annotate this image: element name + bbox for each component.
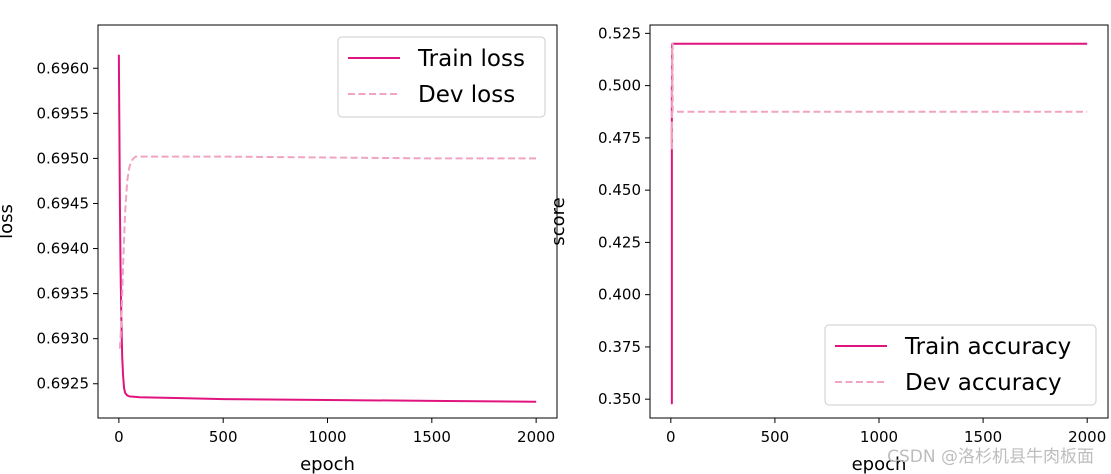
accuracy-x-axis-label: epoch bbox=[852, 454, 907, 474]
loss-chart-lines bbox=[117, 54, 537, 403]
accuracy-y-tick-label: 0.400 bbox=[598, 286, 641, 304]
loss-x-tick-label: 2000 bbox=[517, 428, 555, 446]
series-line-dev-loss bbox=[118, 155, 537, 349]
accuracy-y-tick-label: 0.425 bbox=[598, 233, 641, 251]
loss-y-tick-label: 0.6925 bbox=[37, 375, 90, 393]
accuracy-chart: 0 500 1000 1500 2000 0.350 0.375 0.400 0.425 0.45… bbox=[548, 24, 1109, 474]
accuracy-y-axis-label: score bbox=[548, 197, 569, 245]
accuracy-x-tick-label: 0 bbox=[666, 428, 676, 446]
loss-y-tick-label: 0.6935 bbox=[37, 285, 90, 303]
accuracy-legend-box bbox=[824, 324, 1097, 406]
accuracy-x-tick-label: 500 bbox=[761, 428, 790, 446]
accuracy-y-tick-label: 0.500 bbox=[598, 77, 641, 95]
legend-label-dev-accuracy: Dev accuracy bbox=[905, 370, 1062, 396]
legend-label-dev-loss: Dev loss bbox=[418, 82, 515, 108]
loss-x-tick-label: 1000 bbox=[308, 428, 346, 446]
loss-x-tick-label: 1500 bbox=[413, 428, 451, 446]
legend-label-train-loss: Train loss bbox=[417, 46, 525, 72]
loss-y-tick-label: 0.6945 bbox=[37, 194, 90, 212]
loss-y-tick-label: 0.6940 bbox=[37, 240, 90, 258]
loss-y-tick-label: 0.6960 bbox=[37, 59, 90, 77]
accuracy-legend: Train accuracy Dev accuracy bbox=[824, 324, 1097, 406]
accuracy-y-tick-label: 0.525 bbox=[598, 24, 641, 42]
legend-label-train-accuracy: Train accuracy bbox=[904, 334, 1071, 360]
loss-y-tick-label: 0.6955 bbox=[37, 104, 90, 122]
accuracy-y-tick-label: 0.350 bbox=[598, 390, 641, 408]
accuracy-x-tick-label: 1000 bbox=[860, 428, 898, 446]
loss-axis-ticks: 0 500 1000 1500 2000 0.6925 0.6930 0.6935 0.6940… bbox=[37, 59, 556, 446]
loss-y-axis-label: loss bbox=[0, 204, 17, 239]
accuracy-y-tick-label: 0.450 bbox=[598, 181, 641, 199]
accuracy-x-tick-label: 2000 bbox=[1068, 428, 1106, 446]
loss-y-tick-label: 0.6950 bbox=[37, 149, 90, 167]
loss-legend: Train loss Dev loss bbox=[337, 36, 546, 118]
series-line-train-loss bbox=[117, 54, 537, 403]
loss-x-axis-label: epoch bbox=[300, 454, 355, 474]
loss-x-tick-label: 500 bbox=[209, 428, 238, 446]
accuracy-axis-ticks: 0 500 1000 1500 2000 0.350 0.375 0.400 0.425 0.45… bbox=[598, 24, 1106, 446]
watermark-text: CSDN @洛杉机县牛肉板面 bbox=[887, 447, 1094, 467]
loss-y-tick-label: 0.6930 bbox=[37, 330, 90, 348]
loss-chart: 0 500 1000 1500 2000 0.6925 0.6930 0.6935 0.6940… bbox=[0, 24, 558, 474]
accuracy-y-tick-label: 0.375 bbox=[598, 338, 641, 356]
accuracy-x-tick-label: 1500 bbox=[964, 428, 1002, 446]
series-line-dev-accuracy bbox=[670, 42, 1088, 150]
loss-x-tick-label: 0 bbox=[114, 428, 124, 446]
accuracy-chart-lines bbox=[670, 42, 1088, 405]
accuracy-y-tick-label: 0.475 bbox=[598, 129, 641, 147]
